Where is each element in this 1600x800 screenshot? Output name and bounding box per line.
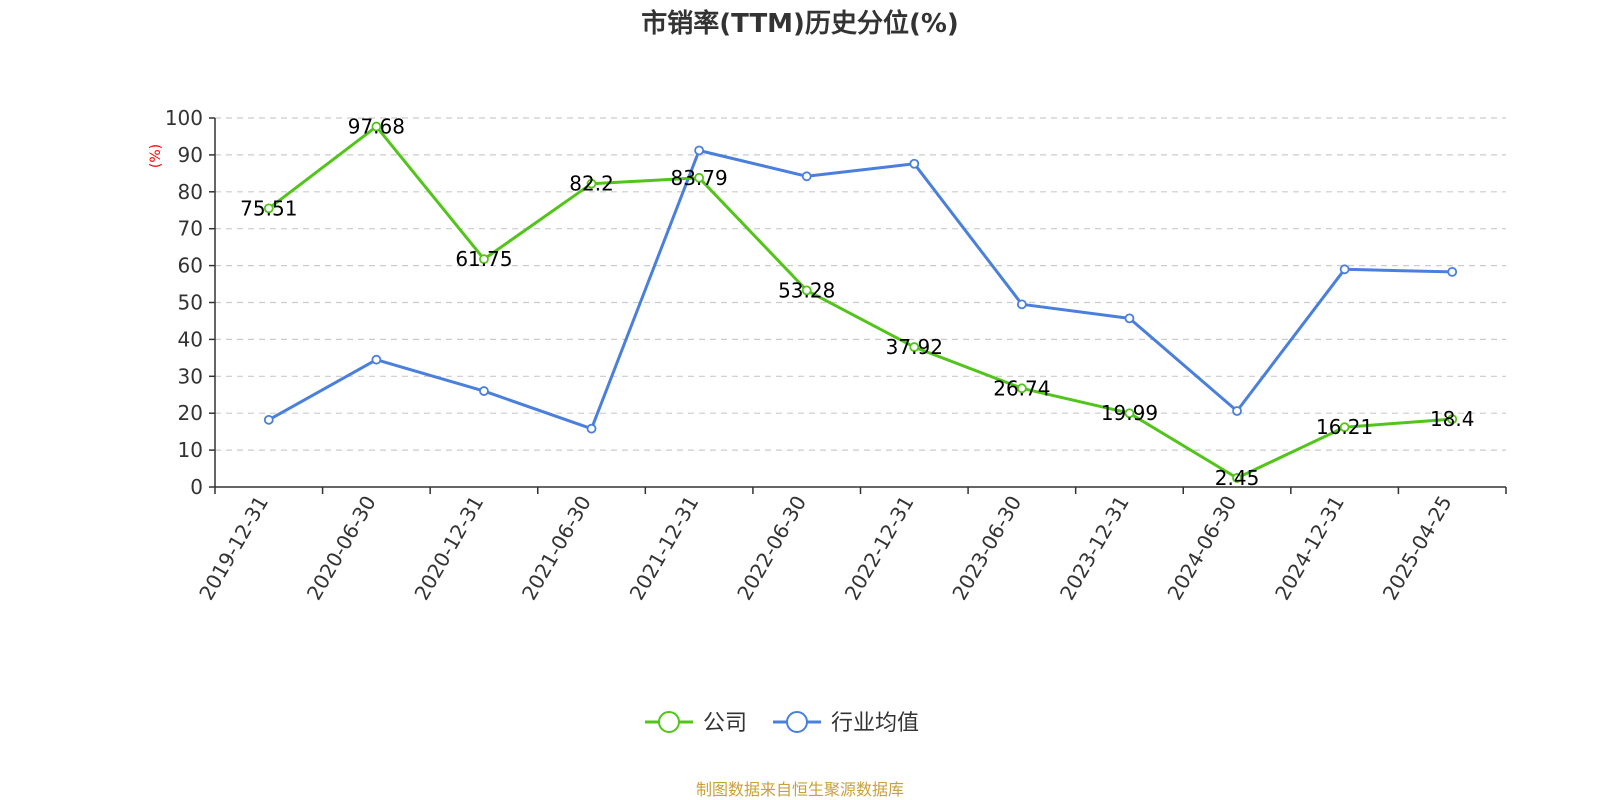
- data-point: [263, 414, 274, 425]
- data-point: [586, 178, 597, 189]
- data-point: [1016, 299, 1027, 310]
- legend-item-0[interactable]: 公司: [645, 711, 747, 736]
- y-tick-label: 40: [178, 327, 203, 351]
- x-tick-label: 2022-12-31: [840, 492, 919, 605]
- series-layer: [263, 121, 1458, 483]
- data-label: 82.2: [569, 172, 614, 196]
- data-point: [479, 254, 489, 265]
- data-label: 83.79: [670, 166, 727, 190]
- y-tick-label: 70: [178, 217, 203, 241]
- axes: 0 10 20 30 40 50 60 70 80 90 100 2019-12-31 2020-06-…: [165, 106, 1507, 605]
- data-label: 16.21: [1316, 415, 1373, 439]
- series-line-1: [268, 149, 1453, 431]
- source-note: 制图数据来自恒生聚源数据库: [696, 780, 904, 799]
- data-point: [371, 121, 382, 132]
- data-point: [1124, 408, 1135, 419]
- data-point: [1124, 313, 1135, 324]
- data-label: 2.45: [1215, 466, 1260, 490]
- y-tick-label: 80: [178, 180, 203, 204]
- x-tick-label: 2019-12-31: [194, 492, 273, 605]
- data-point: [371, 354, 382, 365]
- legend-marker: [658, 711, 680, 733]
- data-label: 37.92: [886, 335, 943, 359]
- data-point: [1339, 264, 1350, 275]
- y-tick-label: 50: [178, 291, 203, 315]
- y-tick-label: 60: [178, 254, 203, 278]
- x-tick-label: 2021-12-31: [625, 492, 704, 605]
- data-label: 26.74: [993, 376, 1050, 400]
- data-point: [909, 158, 920, 169]
- legend[interactable]: 公司 行业均值: [645, 711, 919, 736]
- data-point: [1232, 406, 1242, 416]
- data-label: 61.75: [455, 247, 512, 271]
- data-labels: 75.51 97.68 61.75 82.2 83.79 53.28 37.92 26.74 1…: [240, 115, 1474, 490]
- x-tick-label: 2021-06-30: [517, 492, 596, 605]
- data-label: 18.4: [1430, 407, 1475, 431]
- y-tick-label: 100: [165, 106, 203, 130]
- x-tick-label: 2025-04-25: [1378, 492, 1457, 605]
- data-point: [263, 203, 274, 214]
- data-point: [694, 172, 705, 183]
- x-tick-label: 2023-12-31: [1055, 492, 1134, 605]
- data-label: 53.28: [778, 278, 835, 302]
- y-axis-label: (%): [148, 144, 164, 168]
- data-point: [1232, 473, 1242, 483]
- x-tick-label: 2022-06-30: [732, 492, 811, 605]
- series-line-0: [267, 125, 1453, 480]
- data-point: [801, 171, 812, 182]
- data-label: 97.68: [348, 115, 405, 139]
- legend-label: 行业均值: [831, 711, 919, 736]
- data-point: [1447, 266, 1458, 277]
- data-label: 19.99: [1101, 401, 1158, 425]
- y-tick-label: 20: [178, 401, 203, 425]
- y-tick-label: 30: [178, 364, 203, 388]
- data-point: [694, 145, 705, 156]
- data-point: [909, 342, 920, 352]
- data-point: [1447, 414, 1458, 425]
- data-label: 75.51: [240, 196, 297, 220]
- chart-title: 市销率(TTM)历史分位(%): [641, 8, 959, 39]
- data-point: [801, 285, 812, 296]
- legend-marker: [786, 711, 808, 733]
- legend-item-1[interactable]: 行业均值: [773, 711, 919, 736]
- x-tick-label: 2024-12-31: [1270, 492, 1349, 605]
- x-tick-label: 2020-12-31: [409, 492, 488, 605]
- x-tick-label: 2023-06-30: [947, 492, 1026, 605]
- data-point: [1339, 422, 1350, 433]
- legend-label: 公司: [703, 711, 747, 736]
- data-point: [586, 423, 597, 434]
- y-tick-label: 90: [178, 143, 203, 167]
- y-tick-label: 0: [190, 475, 203, 499]
- x-tick-label: 2020-06-30: [302, 492, 381, 605]
- data-point: [479, 386, 489, 396]
- x-tick-label: 2024-06-30: [1162, 492, 1241, 605]
- data-point: [1016, 383, 1027, 394]
- y-tick-label: 10: [178, 438, 203, 462]
